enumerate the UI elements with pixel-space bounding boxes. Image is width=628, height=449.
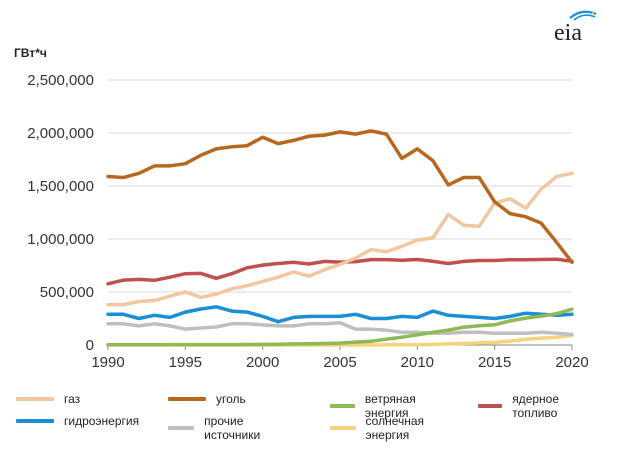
y-tick-label: 0 [86, 337, 94, 354]
legend-item: прочие источники [168, 414, 272, 442]
legend-label: газ [64, 392, 81, 406]
legend-swatch [168, 397, 206, 401]
x-tick-label: 2020 [555, 354, 588, 371]
legend-item: уголь [168, 392, 246, 406]
x-tick-label: 2000 [246, 354, 279, 371]
legend-item: газ [16, 392, 80, 406]
x-tick-label: 2005 [323, 354, 356, 371]
legend-swatch [478, 404, 503, 408]
y-tick-label: 500,000 [40, 284, 94, 301]
x-tick-label: 1995 [169, 354, 202, 371]
legend-swatch [16, 397, 54, 401]
x-tick-label: 2015 [478, 354, 511, 371]
legend-label: ядерное топливо [512, 392, 560, 420]
legend-swatch [330, 404, 355, 408]
series-line-4 [106, 305, 574, 324]
x-tick-label: 1990 [91, 354, 124, 371]
legend-item: ветряная энергия [330, 392, 429, 420]
logo-text: eia [554, 20, 582, 44]
legend-label: гидроэнергия [64, 414, 140, 428]
legend-label: прочие источники [204, 414, 261, 442]
legend-item: гидроэнергия [16, 414, 139, 428]
series-line-3 [106, 257, 574, 286]
y-tick-label: 2,500,000 [27, 72, 94, 89]
eia-logo: eia [554, 9, 597, 44]
legend-swatch [168, 426, 195, 430]
y-tick-label: 1,000,000 [27, 231, 94, 248]
legend-item: ядерное топливо [478, 392, 573, 420]
legend-swatch [330, 426, 356, 430]
series-line-1 [106, 129, 574, 265]
legend-label: солнечная энергия [365, 414, 425, 442]
legend-label: уголь [216, 392, 246, 406]
x-tick-label: 2010 [401, 354, 434, 371]
legend-swatch [16, 419, 54, 423]
series-line-2 [106, 307, 574, 347]
y-tick-label: 1,500,000 [27, 178, 94, 195]
y-axis-unit-label: ГВт*ч [14, 46, 47, 60]
y-tick-label: 2,000,000 [27, 125, 94, 142]
legend-item: солнечная энергия [330, 414, 437, 442]
legend-label: ветряная энергия [364, 392, 416, 420]
series-line-5 [106, 320, 574, 337]
